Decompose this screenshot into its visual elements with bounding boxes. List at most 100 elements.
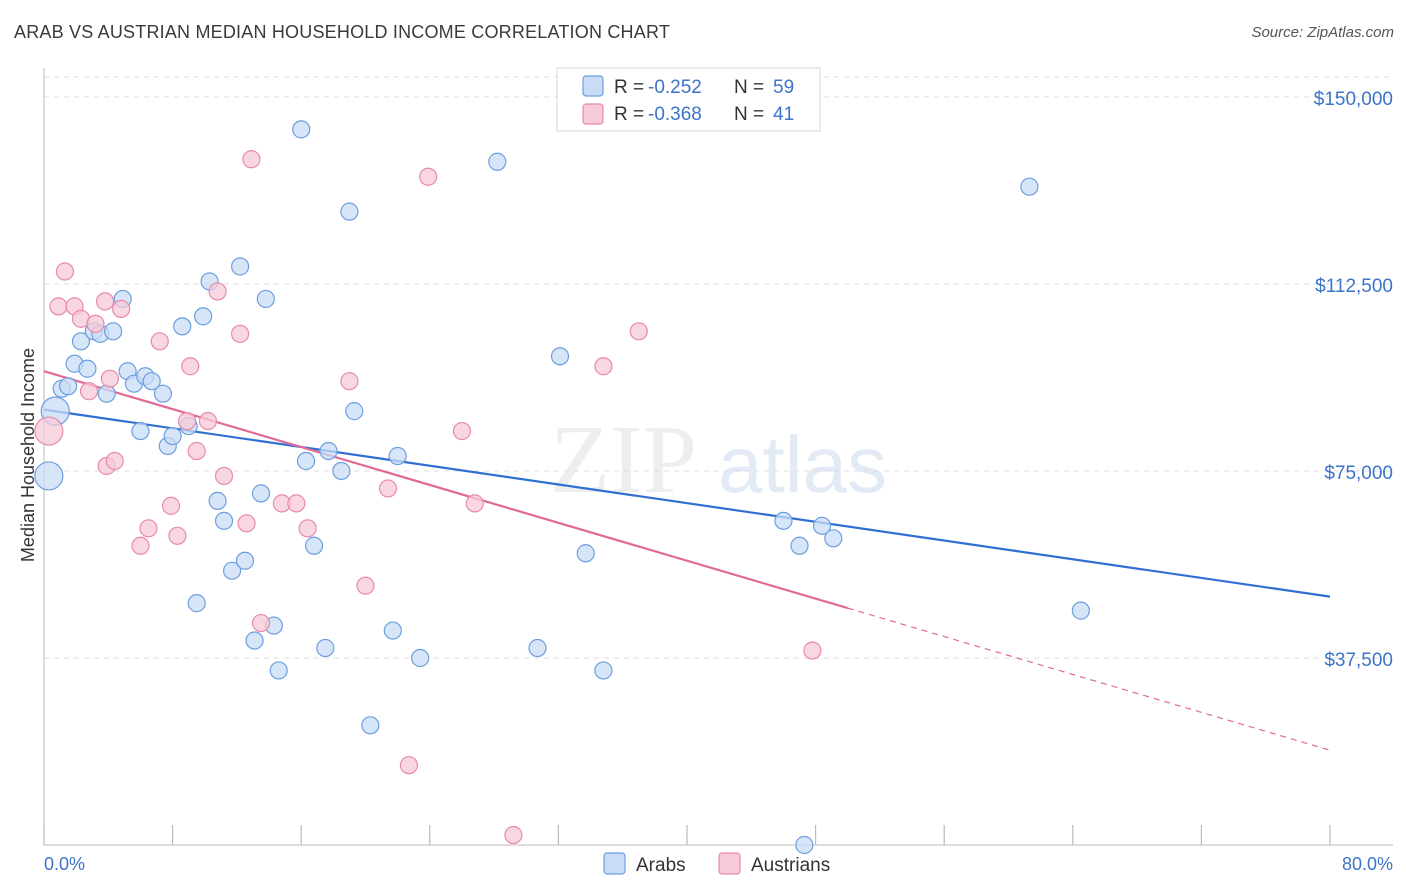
point-arabs-17 <box>153 384 173 403</box>
bottom-legend-swatch-austrians <box>718 852 741 875</box>
point-arabs-5 <box>71 332 91 351</box>
point-arabs-55 <box>812 516 832 535</box>
y-tick-label-1: $75,000 <box>1324 463 1393 484</box>
point-arabs-16 <box>142 372 161 391</box>
y-tick-label-0: $37,500 <box>1324 650 1393 671</box>
bottom-legend-austrians: Austrians <box>751 855 830 876</box>
point-austrians-9 <box>100 369 120 388</box>
point-austrians-18 <box>181 357 200 376</box>
point-arabs-31 <box>251 484 271 503</box>
point-austrians-16 <box>168 526 187 545</box>
point-arabs-26 <box>214 511 234 530</box>
point-austrians-21 <box>208 282 227 301</box>
point-arabs-35 <box>292 120 311 139</box>
point-arabs-37 <box>304 536 324 555</box>
point-arabs-39 <box>319 441 338 461</box>
legend-arabs-r-label: R = <box>614 77 644 98</box>
y-axis-label: Median Household Income <box>18 348 38 562</box>
point-arabs-48 <box>528 638 547 658</box>
point-arabs-51 <box>594 661 613 680</box>
legend-arabs-n-label: N = <box>734 77 764 98</box>
point-austrians-39 <box>629 322 648 341</box>
point-arabs-49 <box>550 347 570 366</box>
point-austrians-11 <box>112 299 131 318</box>
point-arabs-54 <box>795 835 814 855</box>
point-arabs-27 <box>222 561 242 580</box>
stats-legend: R = -0.252 N = 59 R = -0.368 N = 41 <box>556 67 821 132</box>
point-austrians-38 <box>594 357 613 376</box>
legend-austrians-n-label: N = <box>734 104 764 125</box>
point-austrians-5 <box>79 382 99 401</box>
point-austrians-2 <box>55 262 74 281</box>
point-austrians-0 <box>34 416 64 446</box>
point-austrians-1 <box>49 297 68 316</box>
point-arabs-42 <box>345 402 364 421</box>
trend-line-arabs <box>43 408 1331 598</box>
data-points <box>34 120 1090 855</box>
source-credit: Source: ZipAtlas.com <box>1251 24 1394 41</box>
legend-swatch-austrians <box>582 103 604 125</box>
point-arabs-53 <box>790 536 809 555</box>
legend-swatch-arabs <box>582 75 604 97</box>
point-austrians-33 <box>399 756 419 775</box>
legend-arabs-n-value: 59 <box>773 77 794 98</box>
y-tick-label-2: $112,500 <box>1315 276 1393 297</box>
point-arabs-34 <box>269 661 288 680</box>
point-arabs-56 <box>824 529 843 548</box>
point-arabs-28 <box>231 257 250 276</box>
point-austrians-23 <box>231 324 250 343</box>
point-arabs-23 <box>194 307 213 326</box>
point-austrians-28 <box>287 494 306 513</box>
axes <box>43 68 1393 846</box>
watermark-atlas: atlas <box>718 420 887 509</box>
point-austrians-20 <box>198 411 218 431</box>
point-arabs-47 <box>488 152 507 171</box>
point-austrians-24 <box>237 514 256 533</box>
legend-austrians-r-value: -0.368 <box>648 104 702 125</box>
point-arabs-0 <box>34 461 64 491</box>
point-arabs-6 <box>78 359 97 378</box>
point-arabs-44 <box>383 621 402 640</box>
legend-austrians-r-label: R = <box>614 104 644 125</box>
point-austrians-17 <box>177 411 197 431</box>
point-arabs-9 <box>97 384 116 403</box>
point-arabs-40 <box>332 461 351 481</box>
point-arabs-45 <box>388 446 407 466</box>
point-arabs-38 <box>316 638 335 658</box>
point-austrians-31 <box>356 576 375 595</box>
bottom-legend-swatch-arabs <box>603 852 626 875</box>
point-arabs-46 <box>411 648 430 668</box>
point-arabs-22 <box>187 594 206 613</box>
point-austrians-30 <box>340 372 359 391</box>
point-austrians-26 <box>251 613 271 633</box>
point-austrians-40 <box>803 641 822 660</box>
x-tick-min: 0.0% <box>44 854 85 874</box>
bottom-legend-arabs: Arabs <box>636 855 686 876</box>
point-arabs-43 <box>361 716 380 735</box>
point-austrians-36 <box>465 494 484 513</box>
point-austrians-22 <box>214 466 234 486</box>
point-arabs-14 <box>131 421 150 441</box>
legend-austrians-n-value: 41 <box>773 104 794 125</box>
point-arabs-57 <box>1020 177 1039 196</box>
point-arabs-25 <box>208 491 227 510</box>
point-austrians-35 <box>452 421 472 441</box>
x-tick-max: 80.0% <box>1342 854 1393 874</box>
point-austrians-37 <box>504 825 523 845</box>
point-austrians-6 <box>86 314 105 333</box>
point-austrians-29 <box>298 519 317 538</box>
series-legend: Arabs Austrians <box>603 852 830 876</box>
watermark-zip: ZIP <box>550 406 697 514</box>
point-arabs-50 <box>576 544 595 563</box>
point-austrians-15 <box>161 496 181 515</box>
point-austrians-10 <box>105 451 124 471</box>
point-arabs-58 <box>1071 601 1090 620</box>
trend-line-dashed-austrians <box>847 607 1331 751</box>
trend-line-austrians <box>43 370 849 610</box>
point-austrians-34 <box>419 167 438 186</box>
point-arabs-29 <box>235 551 255 570</box>
point-arabs-10 <box>104 322 123 341</box>
point-austrians-14 <box>150 332 169 351</box>
point-arabs-36 <box>296 451 316 471</box>
point-austrians-12 <box>131 536 150 555</box>
